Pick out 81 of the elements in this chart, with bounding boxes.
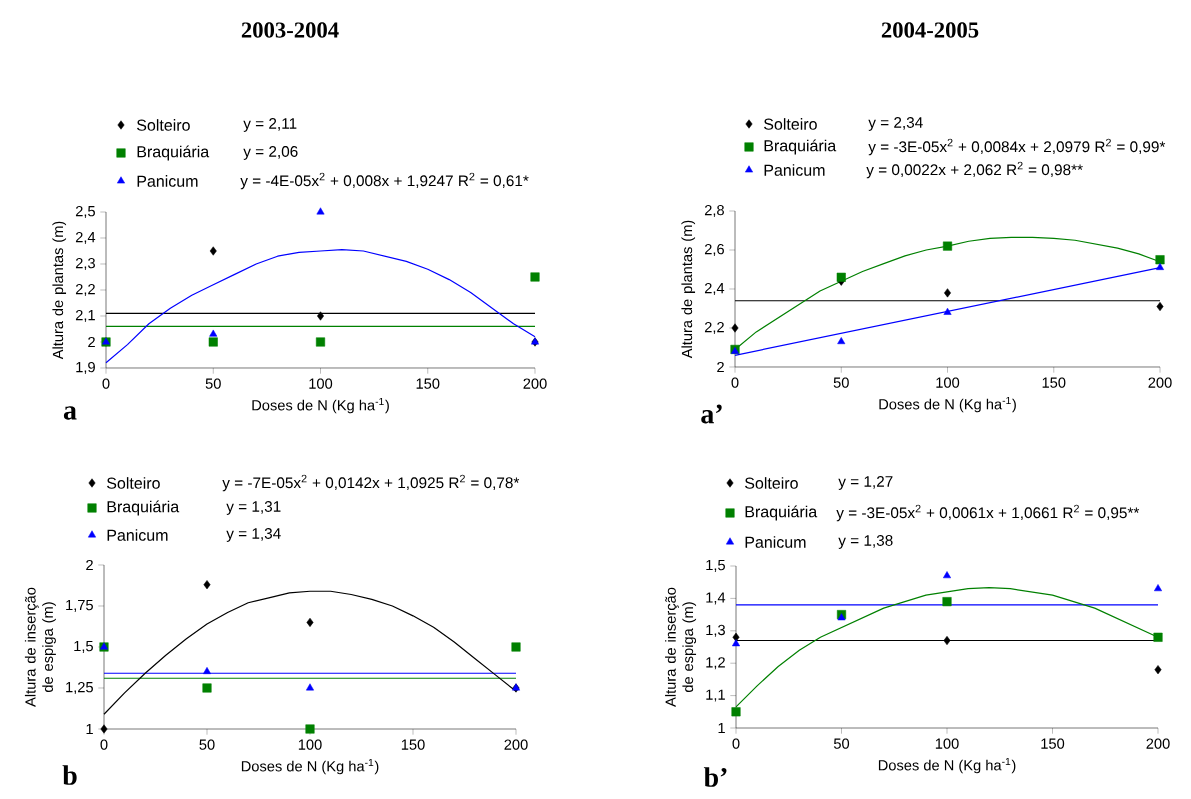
y-tick-label: 2 bbox=[86, 559, 93, 571]
y-axis-title: Altura de plantas (m) bbox=[681, 220, 696, 359]
y-tick-label: 1,2 bbox=[706, 657, 725, 670]
legend-label: Panicum bbox=[137, 175, 198, 187]
text: y = 2,34 bbox=[868, 117, 923, 131]
text: y = 2,06 bbox=[243, 146, 298, 160]
y-tick-label: 2,4 bbox=[75, 231, 96, 245]
y-axis-title: Altura de inserção de espiga (m) bbox=[24, 587, 56, 707]
legend-label: Braquiária bbox=[745, 505, 818, 521]
y-tick-label: 2,6 bbox=[704, 243, 724, 257]
x-tick-label: 150 bbox=[1042, 377, 1066, 388]
x-tick-label: 0 bbox=[731, 377, 739, 388]
x-tick-label: 200 bbox=[1148, 377, 1172, 388]
legend-label: Panicum bbox=[764, 164, 825, 176]
x-tick-label: 100 bbox=[298, 739, 322, 750]
x-tick-label: 100 bbox=[309, 378, 333, 389]
x-axis-title: Doses de N (Kg ha$^{-1}$) bbox=[252, 397, 389, 414]
text: b’ bbox=[703, 767, 727, 787]
y-tick-label: 2 bbox=[88, 336, 95, 348]
legend-label: Solteiro bbox=[745, 477, 798, 489]
x-tick-label: 200 bbox=[504, 739, 528, 750]
legend-label: Panicum bbox=[107, 529, 168, 541]
x-axis-title: Doses de N (Kg ha$^{-1}$) bbox=[879, 396, 1016, 413]
y-tick-label: 1 bbox=[718, 722, 725, 734]
x-tick-label: 200 bbox=[523, 378, 547, 389]
y-tick-label: 2,2 bbox=[704, 321, 724, 335]
x-axis-title: Doses de N (Kg ha$^{-1}$) bbox=[241, 758, 379, 775]
text: y = 1,34 bbox=[226, 528, 281, 542]
y-tick-label: 1,5 bbox=[706, 560, 725, 572]
legend-label: Solteiro bbox=[764, 118, 817, 130]
text: y = -7E-05x$^{2}$ + 0,0142x + 1,0925 R$^{2}$ = 0,78* bbox=[222, 474, 520, 492]
text: y = -4E-05x$^{2}$ + 0,008x + 1,9247 R$^{2}$ = 0,61* bbox=[240, 172, 529, 190]
x-tick-label: 150 bbox=[401, 739, 425, 750]
chart-title: 2003-2004 bbox=[241, 22, 339, 38]
y-tick-label: 1,1 bbox=[706, 689, 725, 702]
y-tick-label: 2,4 bbox=[704, 282, 725, 296]
legend-label: Solteiro bbox=[107, 477, 160, 489]
y-tick-label: 1,25 bbox=[66, 681, 93, 695]
y-tick-label: 1,4 bbox=[706, 592, 726, 605]
x-tick-label: 0 bbox=[100, 739, 108, 750]
y-axis-title: Altura de inserção de espiga (m) bbox=[665, 587, 697, 707]
legend-label: Solteiro bbox=[137, 119, 190, 131]
legend-label: Braquiária bbox=[107, 500, 180, 516]
y-axis-title: Altura de plantas (m) bbox=[52, 221, 67, 360]
y-tick-label: 2,3 bbox=[75, 257, 95, 271]
text: y = -3E-05x$^{2}$ + 0,0061x + 1,0661 R$^{2}$ = 0,95** bbox=[836, 504, 1140, 522]
x-tick-label: 0 bbox=[102, 378, 110, 389]
text: y = 1,31 bbox=[226, 501, 281, 515]
text: y = 1,38 bbox=[838, 535, 893, 549]
x-tick-label: 50 bbox=[199, 739, 215, 750]
y-tick-label: 2 bbox=[717, 361, 724, 373]
legend-label: Braquiária bbox=[764, 139, 837, 155]
y-tick-label: 1,75 bbox=[66, 600, 93, 612]
x-tick-label: 50 bbox=[833, 377, 849, 388]
text: y = 1,27 bbox=[838, 476, 893, 490]
legend-label: Panicum bbox=[745, 536, 806, 548]
chart-title: 2004-2005 bbox=[881, 22, 979, 38]
y-tick-label: 2,2 bbox=[75, 283, 95, 297]
y-tick-label: 1 bbox=[86, 723, 93, 735]
y-tick-label: 2,1 bbox=[75, 309, 95, 323]
x-tick-label: 50 bbox=[833, 738, 850, 749]
y-tick-label: 2,8 bbox=[704, 204, 724, 218]
text: y = -3E-05x$^{2}$ + 0,0084x + 2,0979 R$^{2}$ = 0,99* bbox=[868, 138, 1166, 156]
x-axis-title: Doses de N (Kg ha$^{-1}$) bbox=[878, 757, 1016, 774]
y-tick-label: 1,5 bbox=[74, 641, 93, 653]
x-tick-label: 100 bbox=[935, 738, 959, 749]
x-tick-label: 150 bbox=[416, 378, 440, 389]
x-tick-label: 100 bbox=[936, 377, 960, 388]
x-tick-label: 0 bbox=[732, 738, 740, 749]
text: a bbox=[63, 406, 77, 420]
text: b bbox=[62, 765, 77, 785]
y-tick-label: 1,3 bbox=[706, 624, 725, 637]
x-tick-label: 50 bbox=[205, 378, 221, 389]
legend-label: Braquiária bbox=[137, 145, 210, 161]
y-tick-label: 1,9 bbox=[76, 361, 95, 375]
y-tick-label: 2,5 bbox=[75, 205, 95, 219]
text: y = 0,0022x + 2,062 R$^{2}$ = 0,98** bbox=[866, 161, 1083, 179]
text: a’ bbox=[701, 404, 722, 424]
x-tick-label: 150 bbox=[1041, 738, 1065, 749]
text: y = 2,11 bbox=[243, 118, 297, 132]
x-tick-label: 200 bbox=[1146, 738, 1170, 749]
